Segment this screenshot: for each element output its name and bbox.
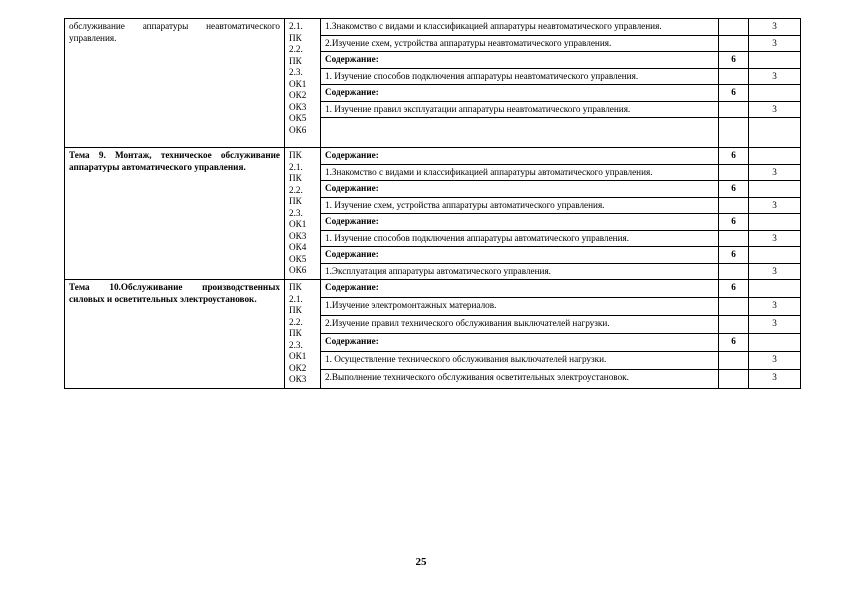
level-cell — [749, 52, 801, 69]
level-cell — [749, 118, 801, 148]
level-cell: 3 — [749, 370, 801, 388]
topic-text: Тема 10.Обслуживание производственных си… — [69, 282, 280, 304]
hours-cell — [719, 101, 749, 118]
content-heading-cell: Содержание: — [321, 148, 719, 165]
level-cell: 3 — [749, 230, 801, 247]
hours-cell — [719, 164, 749, 181]
hours-cell: 6 — [719, 247, 749, 264]
curriculum-table-wrapper: обслуживание аппаратуры неавтоматическог… — [64, 18, 800, 389]
hours-cell — [719, 352, 749, 370]
page-number: 25 — [0, 556, 842, 568]
content-cell: 1.Эксплуатация аппаратуры автоматическог… — [321, 263, 719, 280]
topic-cell: Тема 9. Монтаж, техническое обслуживание… — [65, 148, 285, 280]
level-cell: 3 — [749, 197, 801, 214]
level-cell — [749, 334, 801, 352]
level-cell: 3 — [749, 263, 801, 280]
topic-cell: обслуживание аппаратуры неавтоматическог… — [65, 19, 285, 148]
content-cell: 2.Изучение правил технического обслужива… — [321, 316, 719, 334]
hours-cell: 6 — [719, 148, 749, 165]
table-row: Тема 10.Обслуживание производственных си… — [65, 280, 801, 298]
hours-cell: 6 — [719, 181, 749, 198]
hours-cell: 6 — [719, 85, 749, 102]
curriculum-table: обслуживание аппаратуры неавтоматическог… — [64, 18, 801, 389]
content-heading-cell: Содержание: — [321, 52, 719, 69]
hours-cell: 6 — [719, 214, 749, 231]
codes-cell: ПК 2.1. ПК 2.2. ПК 2.3. ОК1 ОК2 ОК3 — [285, 280, 321, 389]
content-heading-cell: Содержание: — [321, 334, 719, 352]
hours-cell — [719, 197, 749, 214]
level-cell — [749, 85, 801, 102]
table-row: обслуживание аппаратуры неавтоматическог… — [65, 19, 801, 36]
table-row: Тема 9. Монтаж, техническое обслуживание… — [65, 148, 801, 165]
content-cell: 1. Изучение схем, устройства аппаратуры … — [321, 197, 719, 214]
content-cell: 1. Осуществление технического обслуживан… — [321, 352, 719, 370]
level-cell: 3 — [749, 164, 801, 181]
level-cell: 3 — [749, 35, 801, 52]
hours-cell: 6 — [719, 280, 749, 298]
hours-cell — [719, 316, 749, 334]
hours-cell — [719, 19, 749, 36]
level-cell: 3 — [749, 298, 801, 316]
hours-cell — [719, 370, 749, 388]
level-cell: 3 — [749, 352, 801, 370]
level-cell — [749, 247, 801, 264]
content-heading-cell: Содержание: — [321, 247, 719, 264]
codes-cell: ПК 2.1. ПК 2.2. ПК 2.3. ОК1 ОК3 ОК4 ОК5 … — [285, 148, 321, 280]
content-cell: 1. Изучение способов подключения аппарат… — [321, 68, 719, 85]
hours-cell: 6 — [719, 52, 749, 69]
level-cell: 3 — [749, 101, 801, 118]
level-cell — [749, 280, 801, 298]
content-cell: 1.Изучение электромонтажных материалов. — [321, 298, 719, 316]
content-heading-cell: Содержание: — [321, 85, 719, 102]
content-cell: 2.Выполнение технического обслуживания о… — [321, 370, 719, 388]
content-heading-cell: Содержание: — [321, 280, 719, 298]
content-cell: 1.Знакомство с видами и классификацией а… — [321, 164, 719, 181]
level-cell: 3 — [749, 68, 801, 85]
hours-cell — [719, 263, 749, 280]
content-cell: 1. Изучение способов подключения аппарат… — [321, 230, 719, 247]
level-cell: 3 — [749, 316, 801, 334]
hours-cell: 6 — [719, 334, 749, 352]
level-cell: 3 — [749, 19, 801, 36]
topic-cell: Тема 10.Обслуживание производственных си… — [65, 280, 285, 389]
content-heading-cell: Содержание: — [321, 181, 719, 198]
content-cell: 1. Изучение правил эксплуатации аппарату… — [321, 101, 719, 118]
hours-cell — [719, 68, 749, 85]
content-cell — [321, 118, 719, 148]
level-cell — [749, 181, 801, 198]
hours-cell — [719, 230, 749, 247]
content-cell: 1.Знакомство с видами и классификацией а… — [321, 19, 719, 36]
hours-cell — [719, 298, 749, 316]
content-cell: 2.Изучение схем, устройства аппаратуры н… — [321, 35, 719, 52]
topic-text: Тема 9. Монтаж, техническое обслуживание… — [69, 150, 280, 172]
level-cell — [749, 214, 801, 231]
codes-cell: 2.1. ПК 2.2. ПК 2.3. ОК1 ОК2 ОК3 ОК5 ОК6 — [285, 19, 321, 148]
hours-cell — [719, 35, 749, 52]
level-cell — [749, 148, 801, 165]
content-heading-cell: Содержание: — [321, 214, 719, 231]
hours-cell — [719, 118, 749, 148]
